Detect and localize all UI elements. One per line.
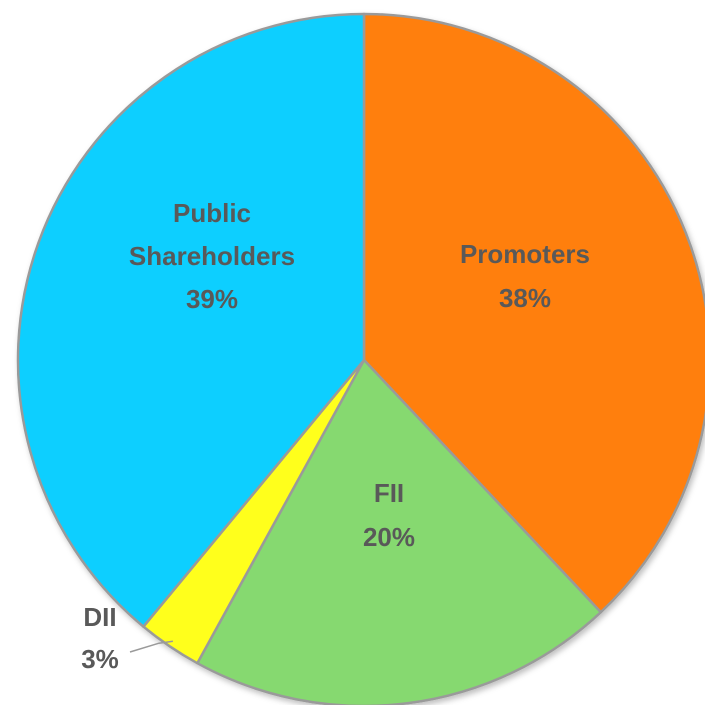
data-label-name-public-shareholders: Shareholders [129, 241, 295, 271]
data-labels: Promoters 38% FII 20% DII 3% Public Shareholder… [81, 198, 590, 674]
pie-slice-public-shareholders [16, 12, 366, 628]
pie-slice-fii [196, 358, 603, 705]
data-label-value-promoters: 38% [499, 283, 551, 313]
data-label-name-dii: DII [83, 602, 116, 632]
data-label-name-public-shareholders: Public [173, 198, 251, 228]
data-label-name-promoters: Promoters [460, 239, 590, 269]
data-label-name-fii: FII [374, 478, 404, 508]
leader-lines [129, 640, 174, 653]
data-label-value-dii: 3% [81, 644, 119, 674]
pie-slice-promoters [362, 12, 705, 614]
leader-line-dii [129, 640, 174, 653]
data-label-value-fii: 20% [363, 522, 415, 552]
pie-slices [16, 12, 705, 705]
data-label-value-public-shareholders: 39% [186, 284, 238, 314]
